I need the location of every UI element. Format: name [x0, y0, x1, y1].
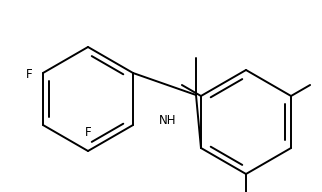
Text: NH: NH: [159, 113, 177, 127]
Text: F: F: [85, 126, 91, 139]
Text: F: F: [26, 69, 33, 81]
